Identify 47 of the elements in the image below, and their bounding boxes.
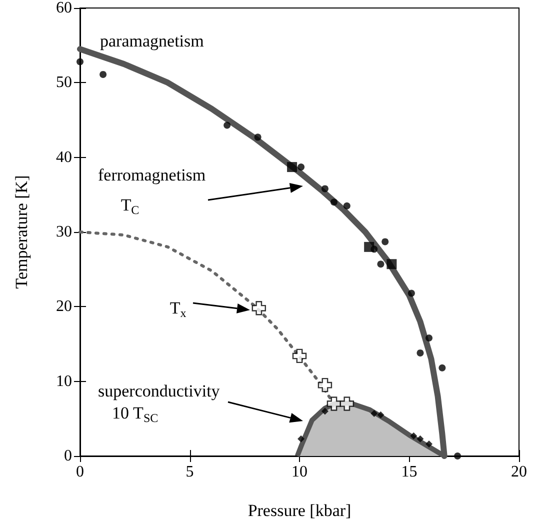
point <box>377 260 384 268</box>
x-tick-label: 10 <box>292 464 308 480</box>
point <box>382 238 389 246</box>
point <box>438 364 446 372</box>
point <box>364 242 374 252</box>
annotation: ferromagnetism <box>98 166 206 184</box>
point <box>254 134 262 141</box>
point <box>416 435 424 442</box>
y-tick-label: 20 <box>56 298 72 316</box>
x-tick-label: 5 <box>186 464 194 480</box>
point <box>224 122 231 129</box>
y-tick-label: 60 <box>56 0 72 16</box>
annotation: superconductivity <box>98 382 220 400</box>
x-tick-label: 20 <box>511 464 527 480</box>
point <box>321 408 328 415</box>
point <box>410 432 418 440</box>
point <box>292 348 307 364</box>
point <box>377 411 384 418</box>
point <box>252 301 266 316</box>
x-axis-title: Pressure [kbar] <box>248 501 352 520</box>
point <box>454 452 462 460</box>
y-axis-title: Temperature [K] <box>12 175 31 289</box>
point <box>426 334 433 342</box>
point <box>330 198 338 206</box>
point <box>76 58 84 66</box>
y-tick-label: 0 <box>64 448 72 464</box>
point <box>100 70 107 78</box>
point <box>318 378 332 392</box>
point <box>326 396 342 411</box>
point <box>416 349 424 356</box>
point <box>298 164 305 171</box>
point <box>408 290 415 297</box>
point <box>343 202 350 210</box>
point <box>340 396 354 411</box>
y-tick-label: 30 <box>56 224 72 240</box>
y-tick-label: 50 <box>56 74 72 92</box>
point <box>321 185 328 192</box>
point <box>370 410 378 417</box>
y-tick-label: 40 <box>56 148 72 166</box>
point <box>426 440 433 448</box>
annotation: paramagnetism <box>100 32 204 50</box>
y-tick-label: 10 <box>56 372 72 390</box>
point <box>287 162 298 172</box>
point <box>386 259 397 270</box>
point <box>298 435 305 442</box>
x-tick-label: 0 <box>76 464 84 480</box>
x-tick-label: 15 <box>401 464 418 480</box>
